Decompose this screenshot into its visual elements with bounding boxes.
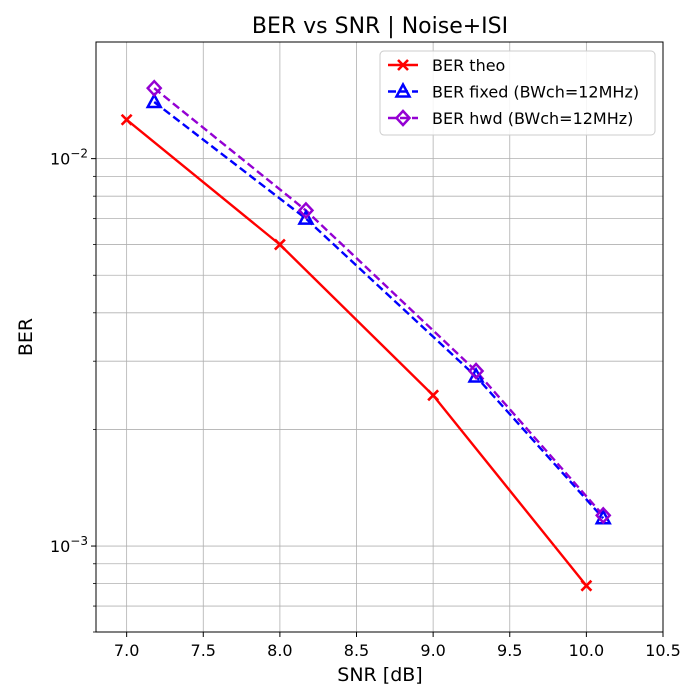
- series-lines: [125, 87, 605, 587]
- series-markers: [120, 79, 612, 592]
- data-point-series-3: [146, 79, 163, 98]
- x-tick-label: 9.5: [497, 641, 522, 660]
- data-point-series-1: [580, 579, 593, 592]
- x-tick-label: 7.0: [114, 641, 139, 660]
- x-tick-label: 8.0: [267, 641, 292, 660]
- x-tick-label: 10.5: [645, 641, 681, 660]
- data-point-series-3: [595, 506, 612, 525]
- data-point-series-2: [297, 209, 315, 225]
- y-axis-ticks: 10−2 10−3: [50, 147, 96, 633]
- marker-stroke: [120, 113, 133, 126]
- data-point-series-1: [427, 389, 440, 402]
- series-line-2: [153, 101, 605, 520]
- y-tick-label: 10−3: [50, 534, 88, 556]
- chart-title: BER vs SNR | Noise+ISI: [252, 14, 508, 39]
- marker-stroke: [580, 579, 593, 592]
- legend-box: [379, 50, 656, 136]
- series-line-1: [125, 118, 588, 587]
- data-point-series-3: [467, 362, 485, 380]
- x-axis-ticks: 7.0 7.5 8.0 8.5 9.0 9.5 10.0 10.5: [114, 632, 681, 660]
- marker-stroke: [397, 59, 409, 71]
- x-tick-label: 10.0: [569, 641, 605, 660]
- legend: BER theo BER fixed (BWch=12MHz) BER hwd (B…: [379, 50, 656, 136]
- data-point-series-1: [273, 238, 286, 251]
- x-tick-label: 7.5: [191, 641, 216, 660]
- legend-marker-2: [394, 81, 412, 98]
- legend-marker-3: [394, 109, 412, 127]
- legend-label-3: BER hwd (BWch=12MHz): [432, 109, 633, 128]
- data-point-series-1: [120, 113, 133, 126]
- plot-frame: [95, 41, 664, 633]
- y-axis-label: BER: [15, 318, 37, 356]
- legend-label-1: BER theo: [432, 56, 505, 75]
- series-line-3: [153, 87, 605, 517]
- x-axis-label: SNR [dB]: [337, 664, 422, 686]
- legend-marker-1: [397, 59, 409, 71]
- marker-stroke: [273, 238, 286, 251]
- data-point-series-3: [297, 201, 315, 220]
- data-point-series-2: [145, 92, 163, 109]
- marker-stroke: [427, 389, 440, 402]
- legend-label-2: BER fixed (BWch=12MHz): [432, 83, 639, 102]
- y-tick-label: 10−2: [50, 147, 88, 169]
- x-tick-label: 8.5: [344, 641, 369, 660]
- x-tick-label: 9.0: [420, 641, 445, 660]
